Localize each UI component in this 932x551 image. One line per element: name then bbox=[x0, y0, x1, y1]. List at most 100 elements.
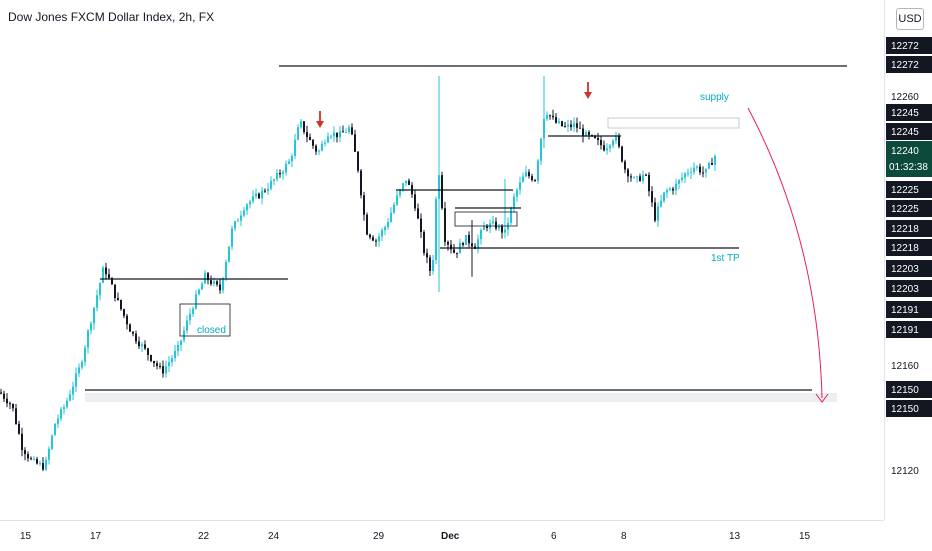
time-tick-15b: 15 bbox=[799, 531, 811, 542]
candle-body bbox=[318, 150, 320, 152]
candle-body bbox=[576, 123, 578, 128]
candle-body bbox=[330, 136, 332, 138]
demand-zone-bottom[interactable] bbox=[85, 393, 837, 402]
candle-body bbox=[132, 331, 134, 334]
svg-text:12245: 12245 bbox=[891, 108, 919, 119]
candle-body bbox=[321, 143, 323, 151]
candle-body bbox=[288, 161, 290, 164]
candle-body bbox=[120, 299, 122, 310]
price-badge-12245-b: 12245 bbox=[886, 123, 932, 140]
candle-body bbox=[174, 350, 176, 359]
candle-body bbox=[249, 201, 251, 205]
price-badge-12203-a: 12203 bbox=[886, 260, 932, 277]
current-price-badge: 12240 01:32:38 bbox=[886, 141, 932, 177]
candle-body bbox=[345, 132, 347, 134]
candle-body bbox=[588, 131, 590, 136]
candle-body bbox=[441, 175, 443, 209]
candle-body bbox=[309, 137, 311, 140]
candle-body bbox=[315, 145, 317, 152]
candle-body bbox=[570, 124, 572, 128]
candle-body bbox=[483, 226, 485, 231]
candle-body bbox=[30, 458, 32, 460]
candle-body bbox=[63, 407, 65, 410]
svg-text:12225: 12225 bbox=[891, 204, 919, 215]
candle-body bbox=[306, 132, 308, 138]
candle-body bbox=[144, 344, 146, 349]
candle-body bbox=[549, 115, 551, 117]
candle-body bbox=[585, 131, 587, 137]
candle-body bbox=[267, 188, 269, 191]
svg-text:12203: 12203 bbox=[891, 264, 919, 275]
candle-body bbox=[114, 284, 116, 298]
supply-zone-box[interactable] bbox=[607, 117, 740, 129]
current-price: 12240 bbox=[891, 146, 919, 157]
candle-body bbox=[465, 235, 467, 245]
svg-text:12150: 12150 bbox=[891, 404, 919, 415]
candle-body bbox=[9, 403, 11, 405]
candle-body bbox=[246, 204, 248, 211]
candle-body bbox=[429, 257, 431, 271]
candle-body bbox=[147, 348, 149, 356]
candle-body bbox=[351, 127, 353, 135]
candle-body bbox=[348, 127, 350, 133]
candle-body bbox=[117, 297, 119, 300]
candle-body bbox=[51, 435, 53, 449]
candle-body bbox=[513, 196, 515, 208]
candle-body bbox=[510, 207, 512, 223]
candle-body bbox=[528, 172, 530, 177]
price-chart[interactable]: supply 1st TP closed bbox=[0, 0, 884, 520]
candle-body bbox=[69, 394, 71, 401]
candle-body bbox=[579, 127, 581, 129]
closed-label: closed bbox=[197, 325, 226, 336]
candle-body bbox=[12, 403, 14, 409]
consolidation-box[interactable] bbox=[454, 211, 518, 227]
candle-body bbox=[186, 320, 188, 331]
candle-body bbox=[81, 361, 83, 368]
time-axis[interactable]: 15 17 22 24 29 Dec 6 8 13 15 bbox=[0, 520, 884, 551]
price-axis[interactable]: 12260 12160 12120 12272 12272 12245 1224… bbox=[884, 0, 932, 520]
candle-body bbox=[393, 204, 395, 213]
candle-body bbox=[36, 459, 38, 464]
chart-title: Dow Jones FXCM Dollar Index, 2h, FX bbox=[8, 10, 215, 24]
candle-body bbox=[687, 173, 689, 175]
candle-body bbox=[0, 392, 2, 394]
candle-body bbox=[156, 363, 158, 366]
currency-button[interactable]: USD bbox=[896, 8, 924, 30]
candle-body bbox=[276, 172, 278, 180]
candle-body bbox=[597, 138, 599, 141]
svg-text:12245: 12245 bbox=[891, 127, 919, 138]
candle-body bbox=[675, 183, 677, 191]
time-tick-13: 13 bbox=[729, 531, 741, 542]
candle-body bbox=[621, 146, 623, 162]
candle-body bbox=[522, 176, 524, 183]
candle-body bbox=[357, 151, 359, 171]
candle-body bbox=[255, 193, 257, 197]
projection-curve[interactable] bbox=[747, 107, 823, 399]
candle-body bbox=[435, 198, 437, 260]
candle-body bbox=[534, 180, 536, 182]
candle-body bbox=[297, 127, 299, 140]
price-badge-12150-b: 12150 bbox=[886, 400, 932, 417]
time-tick-dec: Dec bbox=[441, 531, 460, 542]
candle-body bbox=[165, 366, 167, 374]
candle-body bbox=[27, 454, 29, 459]
candle-body bbox=[231, 228, 233, 247]
candle-body bbox=[519, 182, 521, 190]
price-badge-12203-b: 12203 bbox=[886, 280, 932, 297]
candle-body bbox=[342, 131, 344, 133]
candle-body bbox=[432, 259, 434, 271]
closed-box[interactable] bbox=[179, 303, 231, 337]
price-badge-12218-b: 12218 bbox=[886, 239, 932, 256]
candle-body bbox=[201, 283, 203, 290]
candle-body bbox=[558, 121, 560, 123]
candle-body bbox=[270, 180, 272, 189]
candle-body bbox=[138, 341, 140, 347]
candle-body bbox=[645, 174, 647, 176]
price-badge-12191-a: 12191 bbox=[886, 301, 932, 318]
candle-body bbox=[702, 172, 704, 174]
candle-body bbox=[237, 220, 239, 222]
candle-body bbox=[333, 132, 335, 137]
candle-body bbox=[219, 284, 221, 291]
candle-body bbox=[192, 308, 194, 314]
candle-body bbox=[24, 450, 26, 455]
